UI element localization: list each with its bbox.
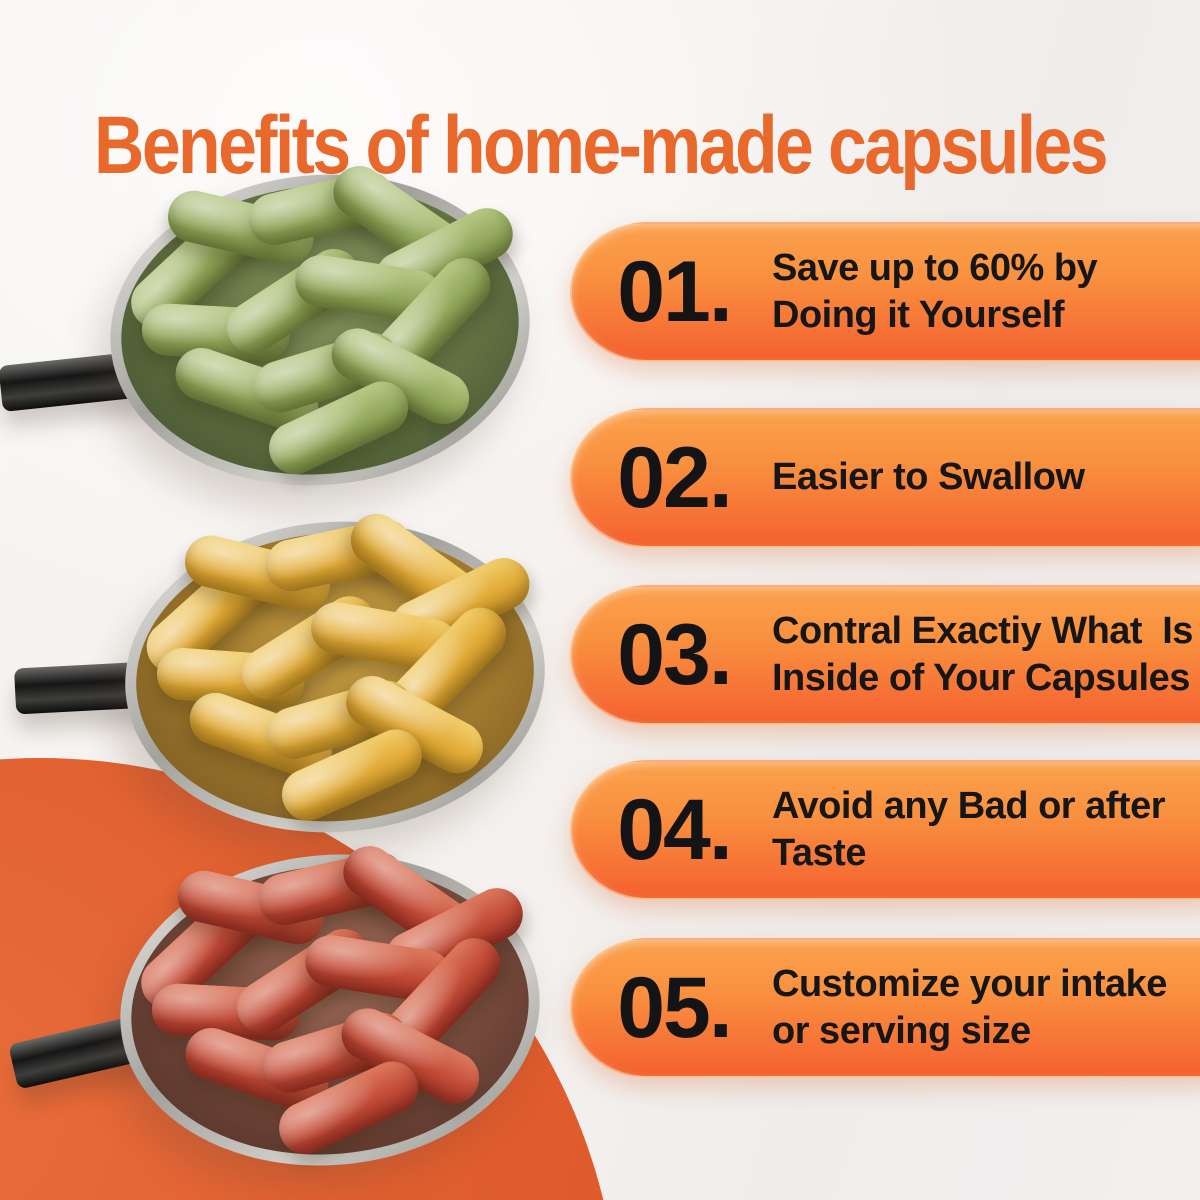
benefit-text-line1: Easier to Swallow xyxy=(772,456,1085,499)
benefit-number: 04. xyxy=(617,782,733,878)
benefit-text-line2: Taste xyxy=(772,832,866,874)
spoon-yellow xyxy=(13,503,605,852)
benefit-badge-2: 02. Easier to Swallow xyxy=(570,408,1200,548)
spoon-bowl xyxy=(114,503,556,847)
benefit-badge-5: 05. Customize your intake or serving siz… xyxy=(570,938,1200,1078)
spoon-red xyxy=(8,835,600,1185)
benefit-text: Easier to Swallow xyxy=(772,454,1085,501)
benefit-number: 05. xyxy=(617,960,733,1056)
benefit-badge-3: 03. Contral Exactiy What Is Inside of Yo… xyxy=(570,585,1200,725)
spoon-green xyxy=(0,155,590,505)
benefit-badge-1: 01. Save up to 60% by Doing it Yourself xyxy=(570,222,1200,362)
benefit-text-line2: or serving size xyxy=(772,1010,1031,1052)
benefit-text-line1: Contral Exactiy What Is xyxy=(772,609,1193,652)
benefit-text: Customize your intake or serving size xyxy=(772,961,1167,1055)
benefit-text: Contral Exactiy What Is Inside of Your C… xyxy=(772,608,1193,702)
benefit-number: 02. xyxy=(617,430,733,526)
benefit-badge-4: 04. Avoid any Bad or after Taste xyxy=(570,760,1200,900)
benefit-number: 01. xyxy=(617,244,733,340)
benefit-text-line2: Doing it Yourself xyxy=(772,294,1065,336)
benefit-text-line1: Save up to 60% by xyxy=(772,246,1098,289)
benefit-text-line1: Avoid any Bad or after xyxy=(772,784,1166,827)
benefit-text-line2: Inside of Your Capsules xyxy=(772,657,1190,699)
benefit-number: 03. xyxy=(617,607,733,703)
benefit-text: Avoid any Bad or after Taste xyxy=(772,783,1166,877)
benefit-text-line1: Customize your intake xyxy=(772,962,1167,1005)
benefit-text: Save up to 60% by Doing it Yourself xyxy=(772,245,1098,339)
spoon-bowl xyxy=(97,155,543,503)
spoon-bowl xyxy=(107,835,553,1183)
page-title: Benefits of home-made capsules xyxy=(94,99,1108,191)
